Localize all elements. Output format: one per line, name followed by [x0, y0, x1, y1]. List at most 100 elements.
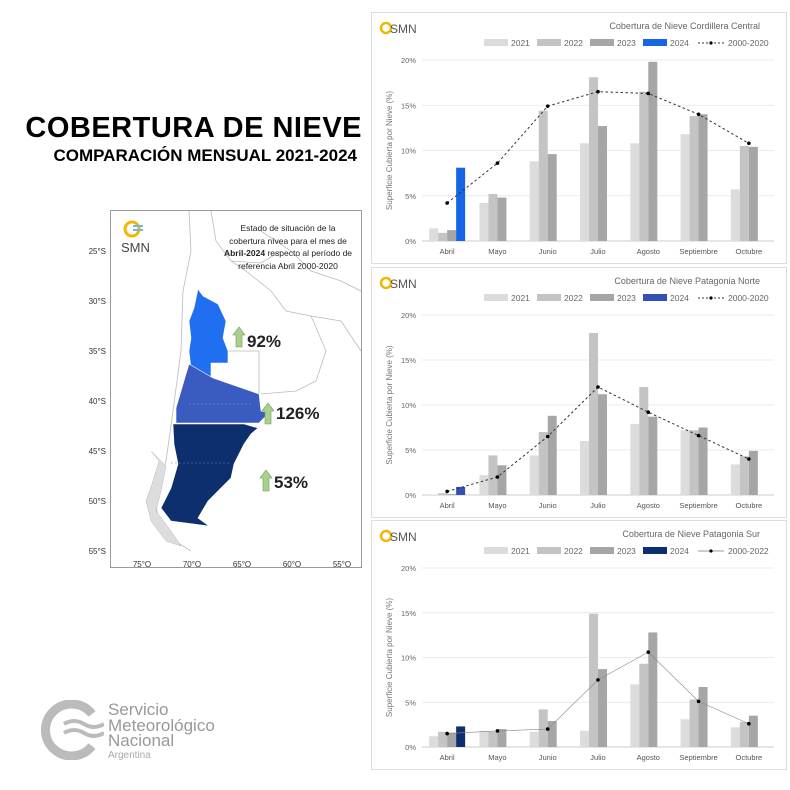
org-line3: Nacional [108, 731, 175, 750]
change-patagonia-sur: 53% [274, 473, 309, 492]
change-patagonia-norte: 126% [276, 404, 320, 423]
bar-2021-Septiembre [680, 430, 690, 495]
change-cordillera-central: 92% [247, 332, 282, 351]
legend-label: 2021 [511, 546, 530, 556]
lon-label: 65°O [232, 560, 252, 569]
bar-2021-Agosto [630, 423, 640, 495]
reference-point [696, 433, 701, 438]
x-tick-label: Octubre [736, 753, 763, 762]
legend-label: 2023 [617, 546, 636, 556]
x-tick-label: Agosto [637, 247, 660, 256]
y-tick-label: 10% [401, 401, 416, 410]
bar-2023-Octubre [748, 715, 758, 747]
legend-label: 2000-2022 [728, 546, 769, 556]
reference-point [696, 112, 701, 117]
chart-title: Cobertura de Nieve Patagonia Sur [622, 529, 760, 539]
bar-2021-Julio [580, 441, 589, 495]
bar-2022-Octubre [739, 145, 749, 241]
bar-2023-Agosto [648, 61, 658, 242]
bar-2021-Octubre [730, 189, 740, 241]
legend-marker [709, 296, 713, 300]
reference-point [596, 89, 600, 94]
legend-swatch [590, 547, 614, 554]
y-tick-label: 0% [405, 491, 416, 500]
x-tick-label: Agosto [637, 753, 660, 762]
legend-swatch [484, 547, 508, 554]
bar-2022-Septiembre [689, 430, 699, 495]
reference-point [646, 410, 651, 414]
x-tick-label: Junio [539, 501, 557, 510]
chile-islands [145, 450, 182, 547]
y-tick-label: 15% [401, 609, 416, 618]
legend-label: 2022 [564, 293, 583, 303]
bar-2021-Agosto [630, 684, 640, 747]
main-subtitle: COMPARACIÓN MENSUAL 2021-2024 [53, 146, 357, 165]
desc-post: respecto al período de referencia Abril … [238, 248, 353, 271]
bar-2022-Junio [538, 432, 548, 495]
bar-2023-Junio [547, 721, 557, 747]
org-line1: Servicio [108, 700, 169, 719]
legend-swatch [537, 547, 561, 554]
x-tick-label: Julio [590, 753, 605, 762]
bar-2022-Mayo [488, 193, 498, 241]
legend-label: 2024 [670, 293, 689, 303]
smn-logo-icon [379, 529, 393, 543]
bar-2021-Octubre [730, 727, 740, 747]
bar-2024-Abril [456, 726, 466, 747]
reference-point [646, 91, 651, 96]
lon-label: 60°O [282, 560, 302, 569]
legend-marker [709, 549, 713, 553]
bar-2024-Abril [456, 486, 466, 495]
bar-2023-Abril [447, 230, 457, 241]
x-tick-label: Octubre [736, 247, 763, 256]
bar-2022-Septiembre [689, 116, 699, 241]
bar-2021-Julio [580, 730, 589, 747]
bar-2021-Mayo [479, 475, 489, 495]
reference-point [545, 104, 550, 108]
bar-2024-Abril [456, 167, 466, 241]
reference-point [445, 489, 449, 494]
bar-2023-Octubre [748, 146, 758, 241]
bar-2022-Julio [589, 77, 598, 241]
bar-2023-Mayo [497, 197, 507, 241]
bar-2022-Julio [589, 333, 598, 495]
smn-logo-text: SMN [390, 277, 417, 291]
bar-2022-Abril [438, 731, 448, 747]
bar-2022-Abril [438, 232, 448, 241]
chart-title: Cobertura de Nieve Patagonia Norte [614, 276, 760, 286]
reference-point [696, 699, 701, 704]
legend-swatch [590, 39, 614, 46]
bar-2022-Septiembre [689, 699, 699, 747]
reference-point [646, 650, 651, 654]
chart-patagonia-norte: SMN Cobertura de Nieve Patagonia Norte 202… [371, 267, 787, 518]
desc-pre: Estado de situación de la cobertura níve… [229, 223, 347, 246]
bar-2023-Septiembre [698, 687, 708, 747]
y-axis-label: Superficie Cubierta por Nieve (%) [385, 91, 394, 210]
chart-patagonia-sur: SMN Cobertura de Nieve Patagonia Sur 2021 2… [371, 520, 787, 770]
org-name: Servicio Meteorológico Nacional [108, 700, 215, 750]
reference-point [545, 434, 550, 439]
snow-map: SMN [110, 210, 362, 568]
reference-point [747, 457, 751, 461]
x-tick-label: Julio [590, 501, 605, 510]
bar-2023-Mayo [497, 729, 507, 747]
x-tick-label: Septiembre [679, 753, 717, 762]
reference-point [495, 729, 500, 733]
x-tick-label: Mayo [488, 501, 506, 510]
lon-label: 70°O [182, 560, 202, 569]
region-patagonia-norte [175, 363, 270, 424]
desc-bold: Abril-2024 [223, 248, 266, 258]
legend-swatch [484, 294, 508, 301]
lat-label: 50°S [88, 497, 106, 506]
smn-logo-icon [379, 21, 393, 35]
reference-point [445, 731, 449, 736]
x-tick-label: Abril [440, 753, 455, 762]
reference-point [596, 678, 600, 682]
bar-2021-Julio [580, 143, 589, 241]
y-tick-label: 5% [405, 192, 416, 201]
bar-2021-Septiembre [680, 719, 690, 747]
x-tick-label: Junio [539, 753, 557, 762]
bar-2023-Septiembre [698, 114, 708, 241]
lat-label: 55°S [88, 547, 106, 556]
up-arrow-icon [232, 326, 275, 492]
